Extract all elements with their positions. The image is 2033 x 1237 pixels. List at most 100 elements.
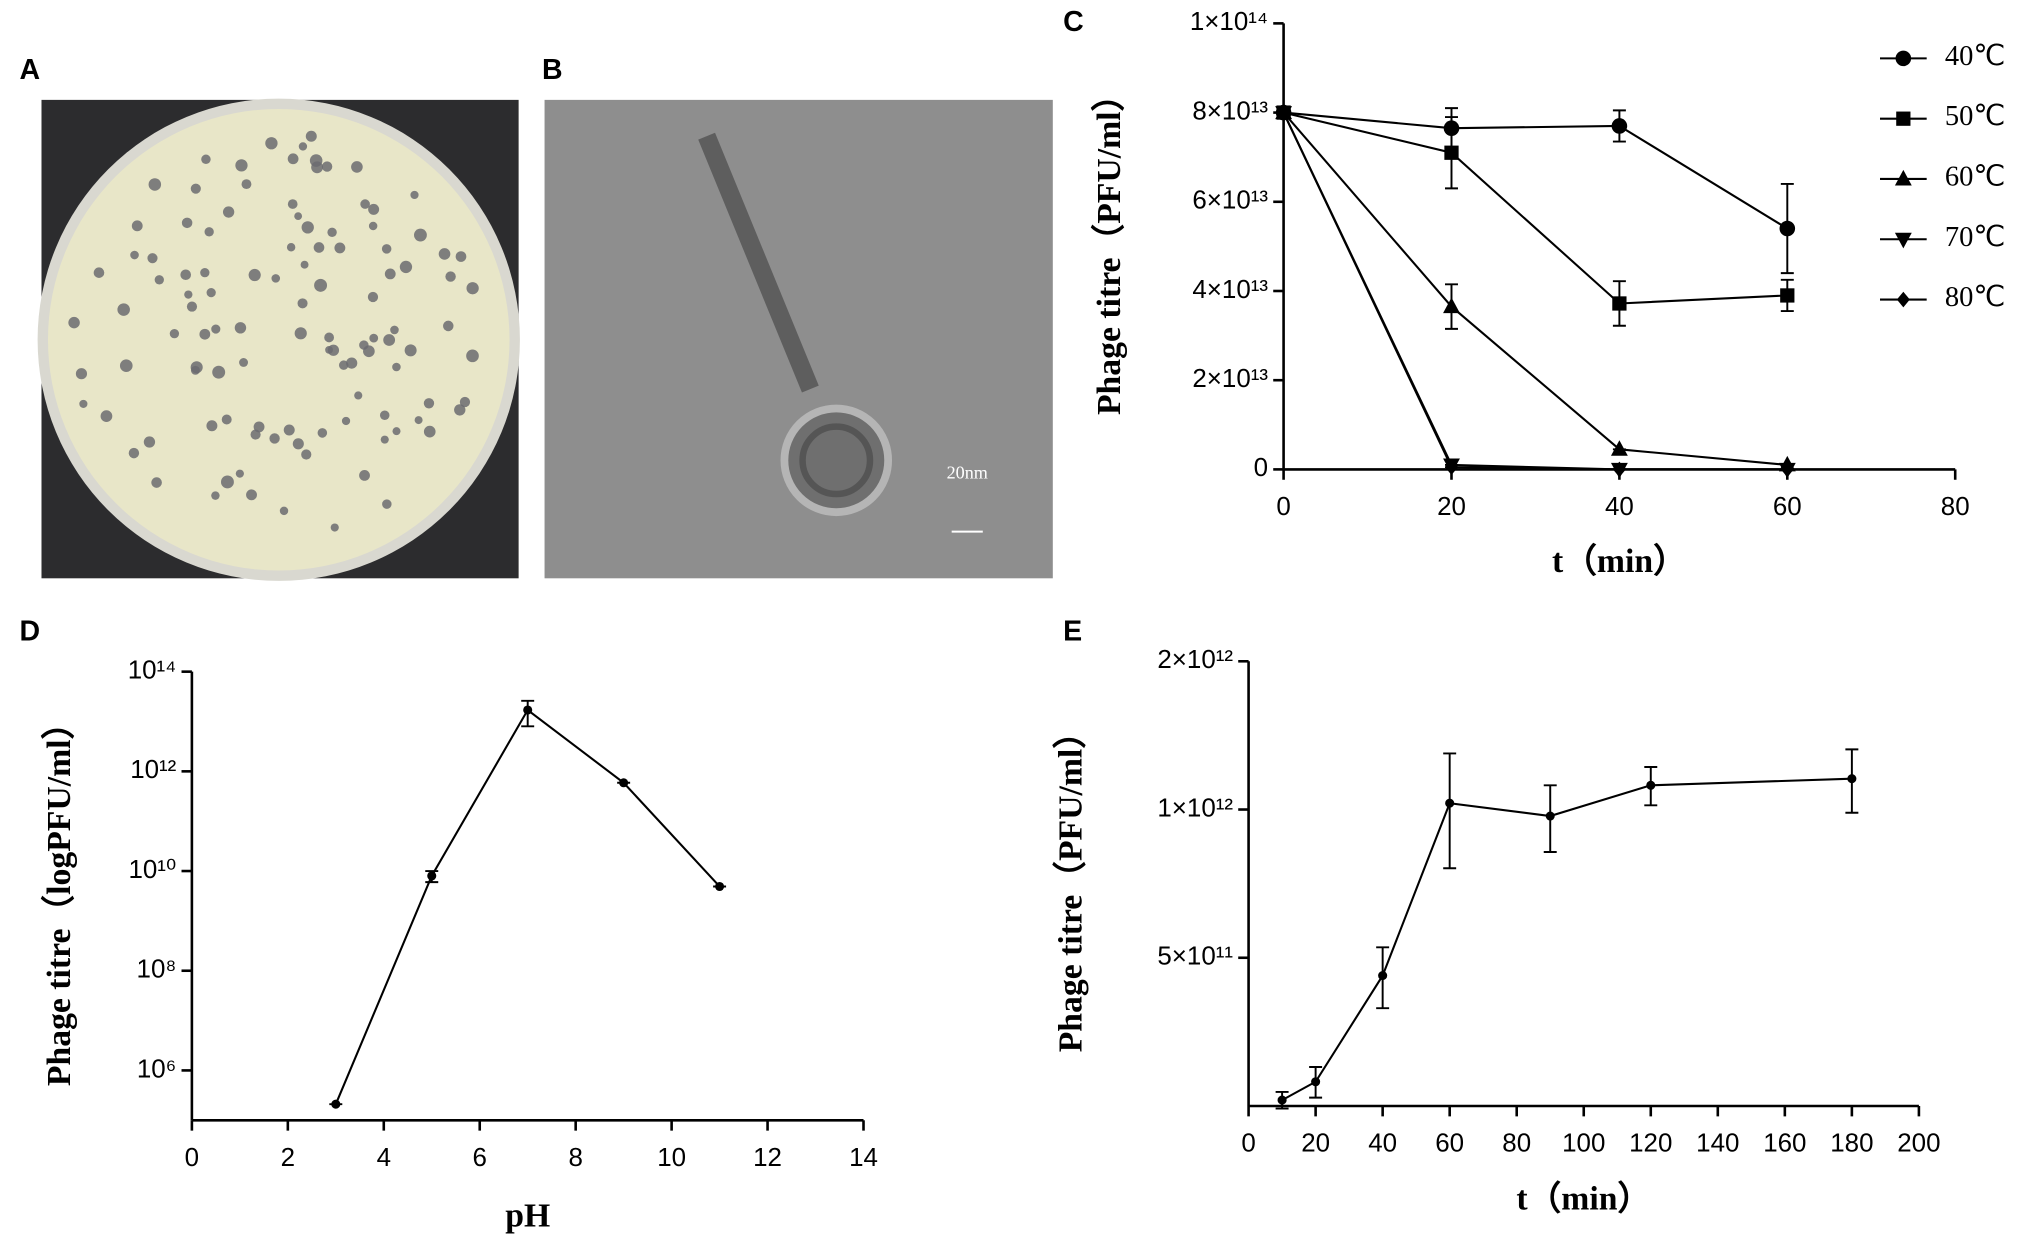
plaque (269, 433, 280, 444)
x-tick-label: 200 (1897, 1130, 1940, 1158)
plaque (454, 404, 466, 416)
series-line (1282, 112, 1788, 471)
y-tick-label: 1×10¹⁴ (1190, 8, 1268, 36)
plaque (148, 178, 162, 191)
legend-marker (1894, 169, 1912, 186)
plaque (321, 161, 333, 172)
marker (1311, 1077, 1321, 1087)
x-tick-label: 4 (377, 1144, 391, 1172)
plaque (368, 203, 380, 215)
marker (1612, 461, 1626, 478)
plaque (131, 220, 143, 232)
panel-label: C (1063, 6, 1084, 38)
marker (1612, 296, 1627, 311)
plaque (154, 275, 164, 285)
y-tick-label: 2×10¹² (1157, 646, 1233, 674)
x-tick-label: 2 (281, 1144, 295, 1172)
x-tick-label: 40 (1368, 1130, 1397, 1158)
y-tick-label: 2×10¹³ (1192, 365, 1268, 393)
x-tick-label: 120 (1629, 1130, 1672, 1158)
plaque (68, 316, 80, 329)
x-tick-label: 100 (1562, 1130, 1605, 1158)
x-tick-label: 0 (1276, 493, 1290, 521)
plaque (423, 425, 436, 438)
x-tick-label: 8 (568, 1144, 582, 1172)
marker (619, 778, 629, 788)
panel-label: E (1063, 615, 1082, 647)
x-tick-label: 6 (473, 1144, 487, 1172)
plaque (459, 396, 471, 408)
plaque (186, 301, 198, 312)
x-tick-label: 10 (657, 1144, 686, 1172)
series-line (1281, 777, 1852, 1102)
x-tick-label: 140 (1696, 1130, 1739, 1158)
marker (523, 705, 533, 715)
phage-tail (698, 132, 819, 393)
photo-tem: 20nm (544, 99, 1053, 579)
plaque (271, 274, 281, 283)
plaque (379, 410, 390, 420)
plaque (239, 358, 248, 367)
x-tick-label: 40 (1605, 493, 1634, 521)
plaque (130, 250, 139, 260)
legend-label: 60℃ (1945, 162, 2006, 193)
plaque (298, 142, 308, 151)
marker (1445, 798, 1455, 808)
x-axis-title: t（min） (1516, 1180, 1651, 1218)
plaque (211, 491, 220, 500)
plaque (301, 221, 314, 234)
plaque (246, 489, 257, 501)
y-tick-label: 4×10¹³ (1192, 276, 1268, 304)
plaque (248, 268, 261, 282)
plaque (359, 470, 370, 481)
plaque (445, 271, 456, 282)
plaque (381, 244, 392, 254)
plaque (363, 345, 375, 358)
legend-label: 40℃ (1945, 41, 2006, 72)
plaque (294, 327, 307, 340)
x-tick-label: 80 (1941, 493, 1970, 521)
plaque (414, 416, 423, 425)
marker (427, 871, 437, 881)
x-tick-label: 20 (1437, 493, 1466, 521)
plaque (93, 267, 105, 278)
plaque (443, 320, 454, 332)
plaque (119, 359, 133, 373)
marker (1847, 774, 1857, 784)
plaque (360, 199, 370, 209)
plaque (221, 414, 232, 425)
x-tick-label: 60 (1773, 493, 1802, 521)
plaque (147, 253, 158, 264)
marker (1780, 461, 1794, 478)
marker (331, 1099, 341, 1109)
plaque (235, 469, 244, 478)
x-tick-label: 80 (1502, 1130, 1531, 1158)
legend-marker (1895, 50, 1912, 67)
plaque (392, 427, 401, 436)
y-tick-label: 6×10¹³ (1192, 187, 1268, 215)
plaque (143, 436, 156, 448)
plaque (438, 248, 451, 260)
plaque (341, 416, 351, 426)
plaque (325, 345, 333, 354)
series-line (1283, 111, 1788, 305)
legend-label: 70℃ (1945, 222, 2006, 253)
panel-label: D (19, 615, 40, 647)
y-axis-title: Phage titre（logPFU/ml） (40, 706, 78, 1086)
x-axis-title: pH (505, 1198, 550, 1235)
y-tick-label: 8×10¹³ (1192, 97, 1268, 125)
plaque (234, 322, 247, 334)
y-axis-title: Phage titre（PFU/ml） (1090, 78, 1128, 415)
marker (1610, 440, 1628, 456)
plaque (399, 260, 413, 274)
plate-agar (47, 108, 510, 571)
y-axis-title: Phage titre（PFU/ml） (1051, 715, 1089, 1052)
plaque (314, 278, 328, 292)
x-tick-label: 160 (1763, 1130, 1806, 1158)
x-tick-label: 0 (1241, 1130, 1255, 1158)
plaque (369, 333, 379, 343)
legend-marker (1896, 111, 1911, 126)
series-line (334, 708, 721, 1105)
plaque (311, 161, 324, 174)
